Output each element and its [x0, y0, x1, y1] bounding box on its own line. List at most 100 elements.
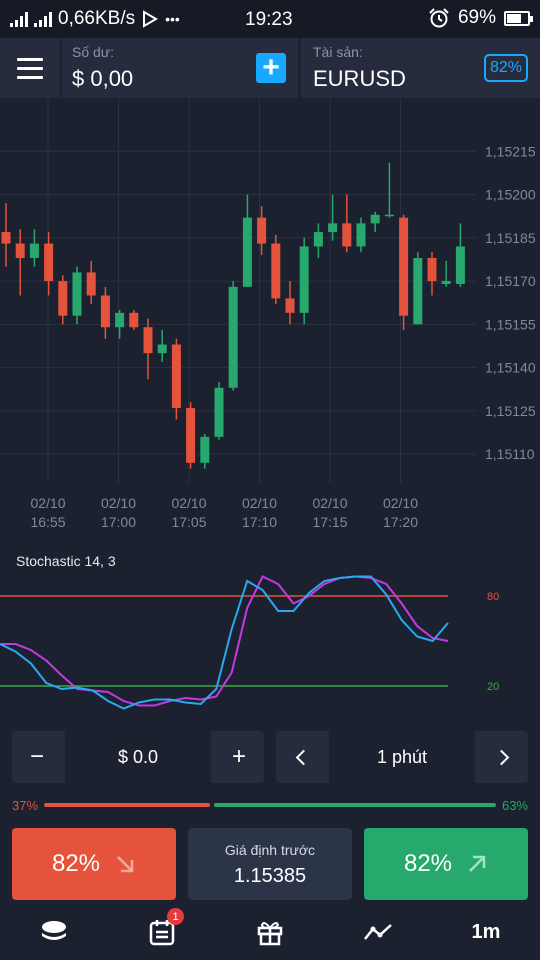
- candle-body: [1, 232, 11, 244]
- x-tick-time: 16:55: [30, 514, 65, 530]
- stochastic-title: Stochastic 14, 3: [16, 553, 116, 569]
- candle-body: [214, 387, 224, 437]
- y-tick-label: 1,15125: [485, 403, 536, 419]
- y-tick-label: 1,15215: [485, 143, 536, 159]
- call-button[interactable]: 82%: [364, 828, 528, 900]
- chevron-left-icon: [295, 749, 311, 765]
- gift-icon: [257, 922, 283, 946]
- balance-value: $ 0,00: [72, 66, 134, 91]
- amount-increase-button[interactable]: +: [231, 743, 246, 770]
- status-bar: 0,66KB/s ••• 19:23 69%: [0, 0, 540, 38]
- y-tick-label: 1,15140: [485, 360, 536, 376]
- line-chart-icon: [364, 924, 392, 940]
- candle-body: [299, 246, 309, 313]
- stochastic-level-label: 80: [487, 591, 499, 603]
- menu-icon-bar: [17, 75, 43, 79]
- candle-body: [115, 312, 125, 328]
- battery-icon: [504, 10, 533, 26]
- calendar-list-icon: [149, 920, 175, 946]
- strike-price-value: 1.15385: [233, 865, 307, 887]
- asset-value: EURUSD: [313, 66, 406, 91]
- candle-body: [328, 223, 338, 233]
- candle-body: [72, 272, 82, 316]
- nav-indicators[interactable]: [348, 914, 408, 950]
- x-tick-date: 02/10: [312, 495, 347, 511]
- signal-icon-2: [34, 11, 52, 27]
- x-tick-time: 17:10: [242, 514, 277, 530]
- x-tick-date: 02/10: [383, 495, 418, 511]
- x-tick-time: 17:05: [171, 514, 206, 530]
- bottom-nav: 1 1m: [0, 904, 540, 960]
- expiry-next-button[interactable]: [478, 731, 528, 783]
- expiry-control: 1 phút: [276, 731, 528, 783]
- nav-assets[interactable]: [24, 914, 84, 950]
- candle-body: [384, 214, 394, 217]
- menu-icon-bar: [17, 57, 43, 61]
- clock: 19:23: [245, 9, 293, 30]
- candle-body: [271, 243, 281, 299]
- candle-body: [356, 223, 366, 247]
- nav-timeframe[interactable]: 1m: [456, 914, 516, 950]
- amount-decrease-button[interactable]: −: [29, 743, 44, 770]
- y-tick-label: 1,15110: [485, 446, 535, 462]
- price-chart[interactable]: 1,15215 1,15200 1,15185 1,15170 1,15155 1,151…: [0, 98, 540, 718]
- layers-icon: [42, 921, 66, 940]
- candle-body: [257, 217, 267, 244]
- strike-price-panel[interactable]: Giá định trước 1.15385: [188, 828, 352, 900]
- candle-body: [413, 258, 423, 325]
- candle-body: [171, 344, 181, 408]
- timeframe-label: 1m: [471, 920, 501, 943]
- candle-body: [228, 286, 238, 388]
- expiry-value[interactable]: 1 phút: [329, 731, 475, 783]
- sentiment-up-bar: [213, 803, 496, 807]
- arrow-down-right-icon: [117, 856, 134, 873]
- sentiment-down-percent: 37%: [12, 798, 39, 813]
- candle-body: [143, 327, 153, 354]
- payout-badge: 82%: [484, 54, 528, 82]
- y-tick-label: 1,15185: [485, 230, 536, 246]
- balance-panel[interactable]: Số dư: $ 0,00 +: [62, 38, 298, 98]
- alarm-icon: [429, 8, 449, 28]
- candle-body: [44, 243, 54, 282]
- candle-body: [200, 436, 210, 463]
- sentiment-down-bar: [44, 803, 210, 807]
- asset-panel[interactable]: Tài sản: EURUSD 82%: [301, 38, 540, 98]
- candle-body: [455, 246, 465, 284]
- signal-icon: [10, 11, 28, 27]
- candle-body: [157, 344, 167, 354]
- stochastic-level-label: 20: [487, 681, 499, 693]
- balance-label: Số dư:: [72, 44, 115, 60]
- candle-body: [15, 243, 25, 258]
- battery-fill: [507, 13, 521, 23]
- x-tick-date: 02/10: [171, 495, 206, 511]
- candle-body: [129, 312, 139, 328]
- candle-body: [58, 281, 68, 316]
- candle-body: [242, 217, 252, 287]
- x-tick-time: 17:00: [101, 514, 136, 530]
- menu-icon-bar: [17, 66, 43, 70]
- menu-button[interactable]: [0, 38, 60, 98]
- candle-body: [100, 295, 110, 328]
- battery-percent: 69%: [457, 7, 496, 28]
- y-tick-label: 1,15170: [485, 273, 536, 289]
- asset-label: Tài sản:: [313, 44, 363, 60]
- chart-area[interactable]: 1,15215 1,15200 1,15185 1,15170 1,15155 1,151…: [0, 98, 540, 718]
- nav-promotions[interactable]: [240, 914, 300, 950]
- stochastic-line: [0, 575, 449, 710]
- deposit-button[interactable]: +: [256, 53, 286, 83]
- x-tick-date: 02/10: [30, 495, 65, 511]
- header: Số dư: $ 0,00 + Tài sản: EURUSD 82%: [0, 38, 540, 98]
- candle-body: [186, 408, 196, 463]
- network-speed: 0,66KB/s: [58, 8, 136, 29]
- x-tick-time: 17:15: [312, 514, 347, 530]
- sentiment-up-percent: 63%: [501, 798, 528, 813]
- amount-input[interactable]: $ 0.0: [65, 731, 211, 783]
- expiry-prev-button[interactable]: [276, 731, 326, 783]
- x-tick-date: 02/10: [242, 495, 277, 511]
- nav-trades[interactable]: 1: [132, 908, 192, 950]
- x-tick-date: 02/10: [101, 495, 136, 511]
- trades-badge: 1: [167, 908, 184, 925]
- put-button[interactable]: 82%: [12, 828, 176, 900]
- candle-body: [313, 232, 323, 247]
